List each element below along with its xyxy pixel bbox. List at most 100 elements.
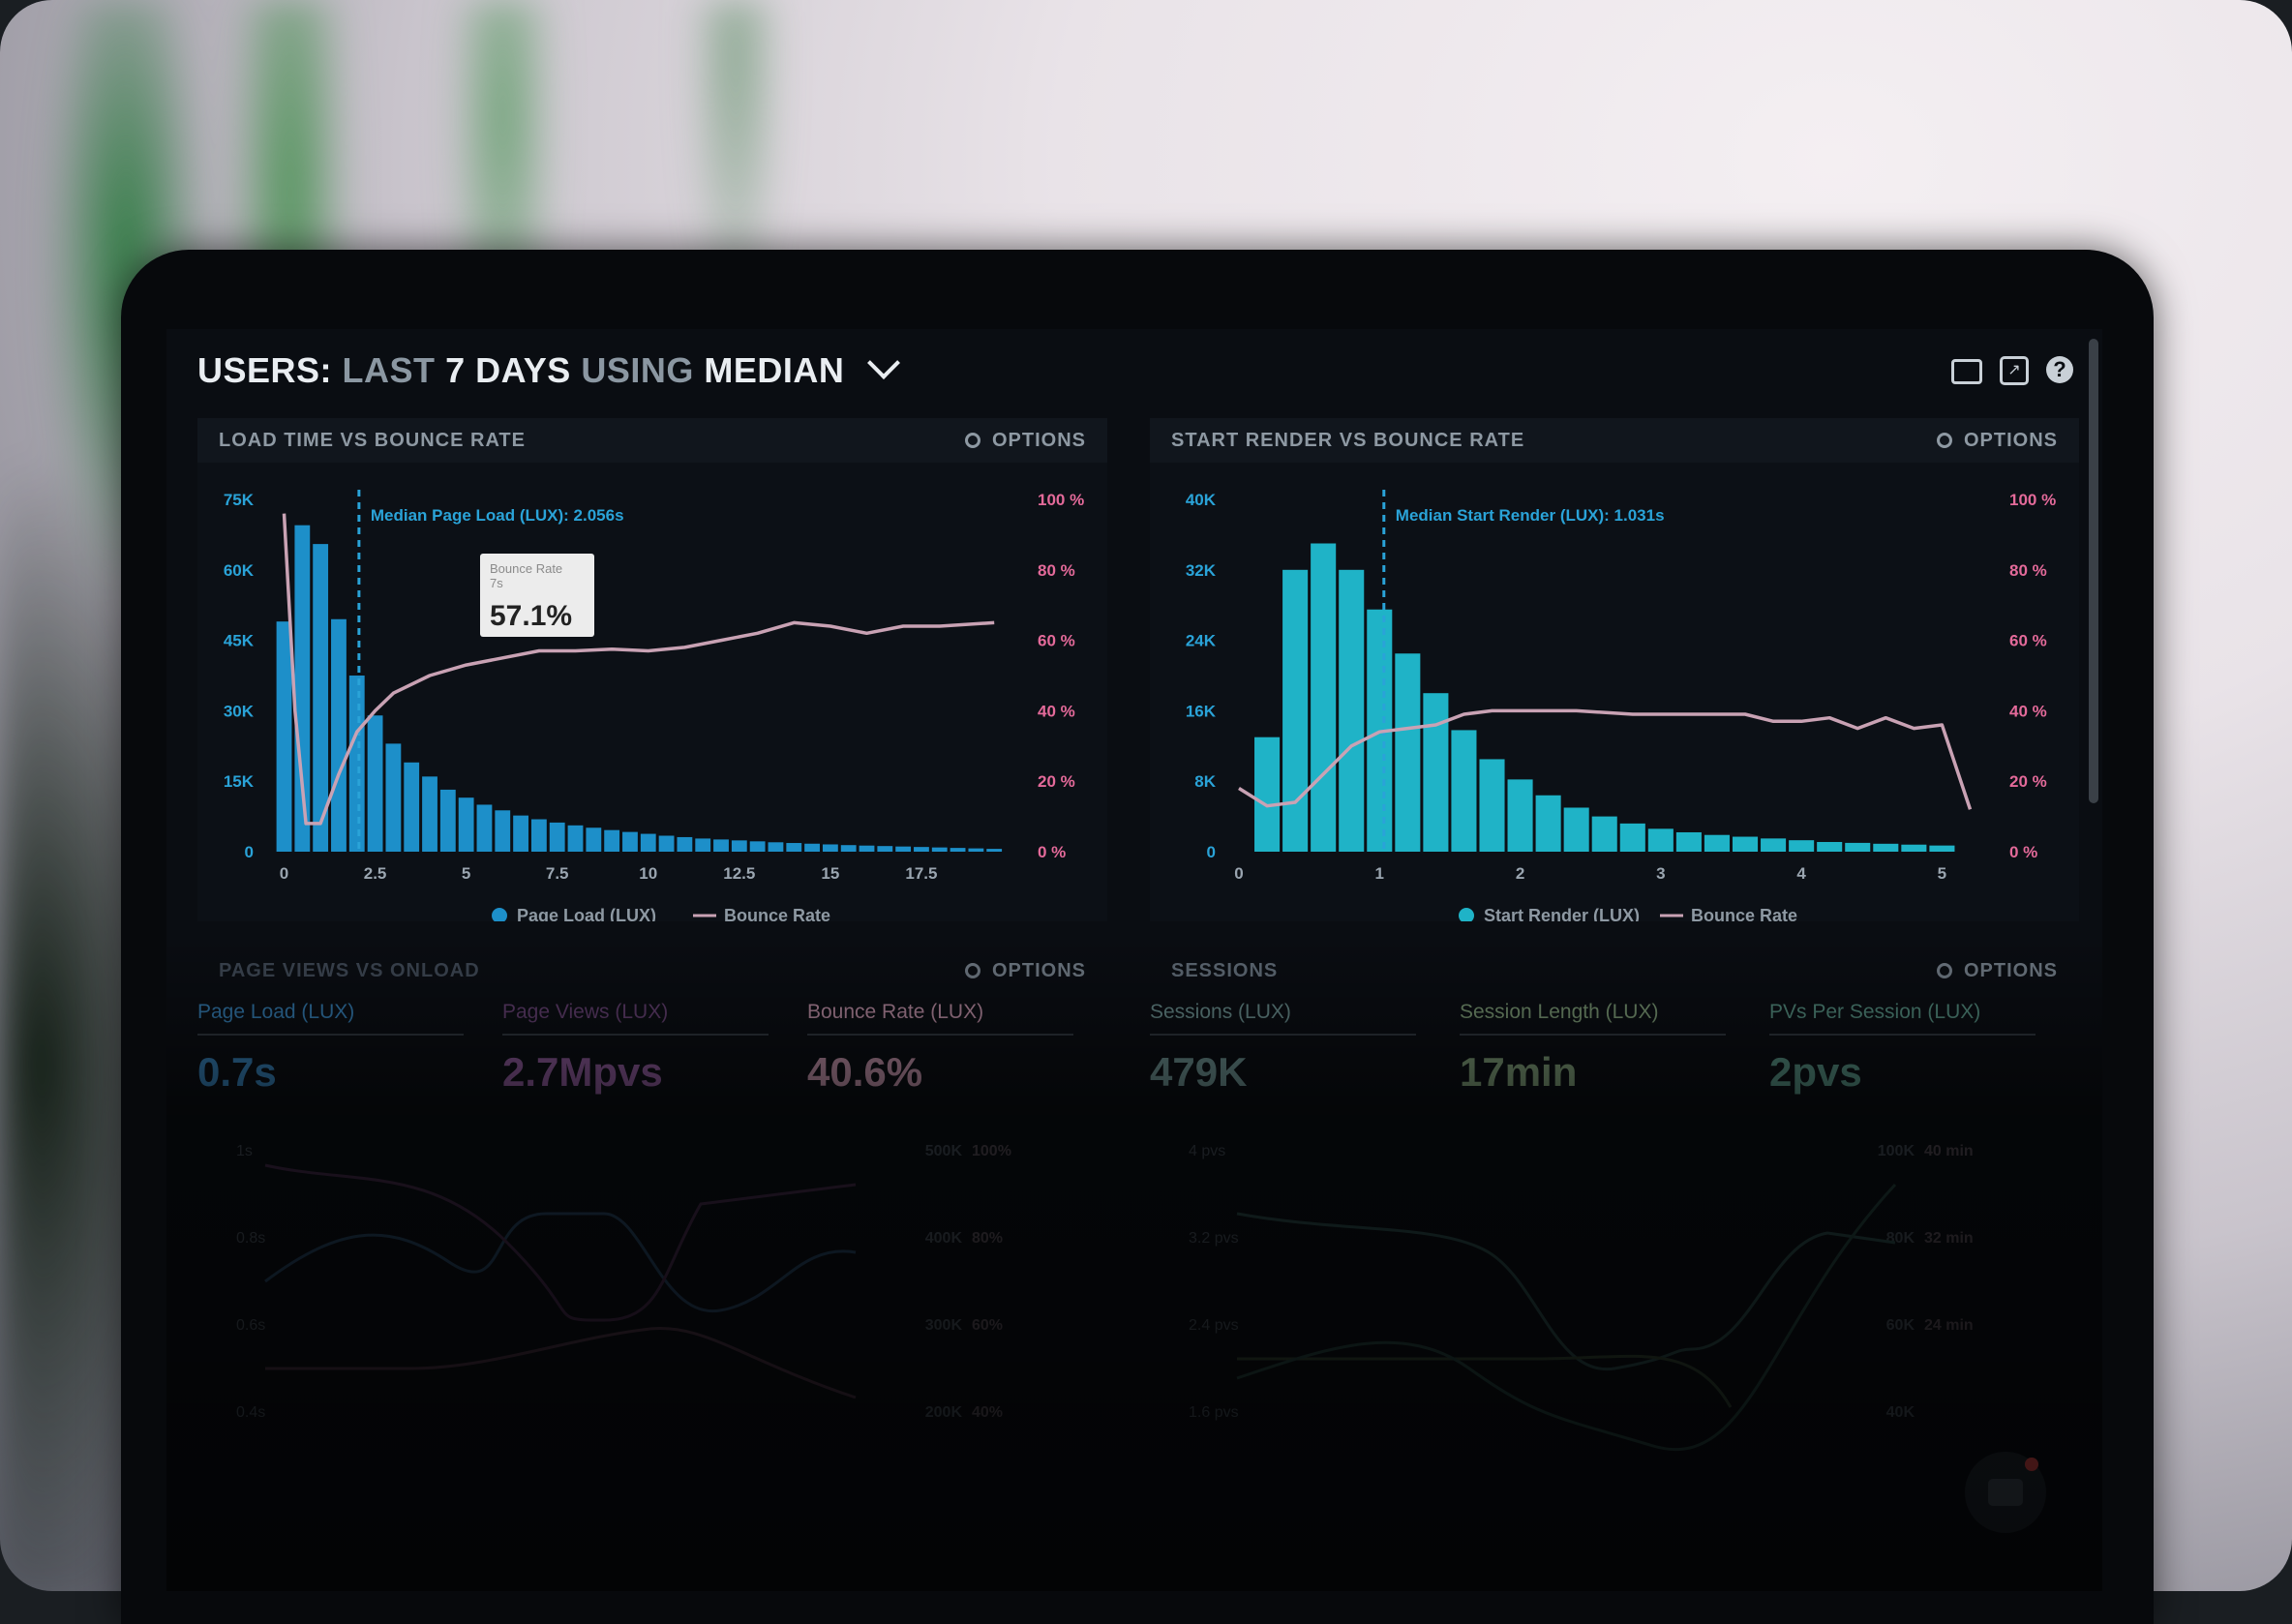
- histogram-bar: [1254, 737, 1281, 852]
- y-right-tick-label: 40 %: [2009, 702, 2047, 720]
- histogram-bar: [1423, 693, 1449, 852]
- histogram-bar: [640, 833, 656, 852]
- metric-bounce-rate: Bounce Rate (LUX) 40.6%: [807, 1001, 1073, 1096]
- options-label: OPTIONS: [1963, 429, 2058, 451]
- x-tick-label: 0: [1234, 864, 1243, 883]
- histogram-bar: [476, 804, 493, 852]
- y-left-tick-label: 1.6 pvs: [1189, 1404, 1239, 1421]
- y-right-tick-label: 24 min: [1924, 1317, 1974, 1334]
- histogram-bar: [1507, 779, 1533, 852]
- histogram-bar: [1873, 843, 1899, 852]
- median-label: Median Page Load (LUX): 2.056s: [371, 506, 624, 525]
- y-left-tick-label: 3.2 pvs: [1189, 1230, 1239, 1247]
- histogram-bar: [786, 843, 802, 852]
- y-mid-tick-label: 400K: [925, 1230, 963, 1247]
- notification-dot: [2025, 1458, 2038, 1471]
- histogram-bar: [1563, 807, 1589, 852]
- metric-label: Bounce Rate (LUX): [807, 1001, 1073, 1036]
- chat-button[interactable]: [1965, 1452, 2046, 1533]
- y-right-tick-label: 20 %: [1038, 772, 1075, 791]
- histogram-bar: [1479, 759, 1505, 852]
- histogram-bar: [1732, 836, 1759, 852]
- options-label: OPTIONS: [991, 959, 1086, 981]
- metric-session-length: Session Length (LUX) 17min: [1460, 1001, 1726, 1096]
- y-right-tick-label: 80 %: [1038, 561, 1075, 580]
- metric-value: 17min: [1460, 1049, 1578, 1095]
- help-icon[interactable]: ?: [2046, 356, 2073, 383]
- metric-value: 40.6%: [807, 1049, 923, 1095]
- histogram-bar: [950, 848, 966, 852]
- options-button[interactable]: OPTIONS: [964, 430, 1086, 452]
- histogram-bar: [840, 845, 857, 852]
- scrollbar[interactable]: [2089, 339, 2098, 803]
- histogram-bar: [276, 621, 292, 852]
- monitor-icon[interactable]: [1951, 359, 1982, 384]
- histogram-bar: [367, 715, 383, 852]
- legend-bar-label: Start Render (LUX): [1484, 906, 1640, 921]
- panel-title: PAGE VIEWS VS ONLOAD: [219, 959, 480, 981]
- histogram-bar: [422, 776, 437, 852]
- y-left-tick-label: 30K: [224, 702, 255, 720]
- y-left-tick-label: 0: [1207, 843, 1216, 861]
- panel-start-render: START RENDER VS BOUNCE RATE OPTIONS 0 8K 1…: [1150, 418, 2079, 921]
- histogram-bar: [1647, 828, 1674, 852]
- legend-bar-label: Page Load (LUX): [517, 906, 656, 921]
- y-left-tick-label: 40K: [1186, 491, 1217, 509]
- tooltip: Bounce Rate 7s 57.1%: [480, 554, 594, 637]
- histogram-bar: [458, 797, 474, 852]
- y-mid-tick-label: 40K: [1886, 1404, 1915, 1421]
- options-button[interactable]: OPTIONS: [1936, 429, 2058, 452]
- y-mid-tick-label: 300K: [925, 1317, 963, 1334]
- y-right-tick-label: 0 %: [2009, 843, 2037, 861]
- y-mid-tick-label: 100K: [1878, 1143, 1915, 1159]
- metric-value: 2pvs: [1769, 1049, 1862, 1095]
- histogram-bar: [822, 844, 838, 852]
- y-left-tick-label: 0.8s: [236, 1230, 265, 1247]
- metric-pvs-per-session: PVs Per Session (LUX) 2pvs: [1769, 1001, 2036, 1096]
- histogram-bar: [986, 849, 1003, 852]
- legend-bar-swatch: [1459, 908, 1474, 921]
- metric-page-load: Page Load (LUX) 0.7s: [197, 1001, 464, 1096]
- panel-header: SESSIONS OPTIONS: [1150, 948, 2079, 993]
- panel-title: START RENDER VS BOUNCE RATE: [1171, 429, 1525, 451]
- histogram-bar: [1339, 569, 1365, 852]
- x-tick-label: 1: [1375, 864, 1384, 883]
- chevron-down-icon[interactable]: [866, 346, 900, 379]
- histogram-bar: [348, 676, 365, 852]
- legend-bar-swatch: [492, 908, 507, 921]
- histogram-bar: [549, 822, 565, 852]
- tooltip-label: Bounce Rate: [490, 561, 563, 576]
- edit-icon[interactable]: ↗: [2000, 356, 2029, 385]
- page-views-chart: 1s 0.8s 0.6s 0.4s 500K 400K 300K 200K 100% 80% 60%…: [236, 1143, 1011, 1421]
- histogram-bar: [1395, 653, 1421, 852]
- metrics-row: Page Load (LUX) 0.7s Page Views (LUX) 2.…: [197, 1001, 1107, 1117]
- x-tick-label: 10: [639, 864, 657, 883]
- histogram-bar: [658, 835, 675, 852]
- options-button[interactable]: OPTIONS: [964, 959, 1086, 982]
- panel-header: LOAD TIME VS BOUNCE RATE OPTIONS: [197, 418, 1107, 463]
- histogram-bar: [1901, 844, 1927, 852]
- title-using: USING: [581, 350, 694, 390]
- y-left-tick-label: 1s: [236, 1143, 253, 1159]
- dashboard-title[interactable]: USERS: LAST 7 DAYS USING MEDIAN: [197, 346, 900, 391]
- y-right-tick-label: 32 min: [1924, 1230, 1974, 1247]
- bounce-rate-line: [265, 1326, 857, 1399]
- x-tick-label: 3: [1656, 864, 1665, 883]
- metric-page-views: Page Views (LUX) 2.7Mpvs: [502, 1001, 769, 1096]
- histogram-bar: [749, 841, 766, 852]
- panel-title: LOAD TIME VS BOUNCE RATE: [219, 429, 526, 451]
- y-left-tick-label: 24K: [1186, 632, 1217, 650]
- options-button[interactable]: OPTIONS: [1936, 960, 2058, 982]
- histogram-bar: [731, 840, 747, 852]
- histogram-bar: [404, 762, 420, 852]
- panel-title: SESSIONS: [1171, 959, 1279, 981]
- metric-value: 0.7s: [197, 1049, 277, 1095]
- title-range: LAST: [342, 350, 436, 390]
- histogram-bar: [1282, 569, 1309, 852]
- histogram-bar: [859, 845, 875, 852]
- panel-sessions: SESSIONS OPTIONS Sessions (LUX) 479K Ses…: [1150, 948, 2079, 1591]
- histogram-bar: [513, 815, 528, 852]
- x-tick-label: 12.5: [723, 864, 755, 883]
- x-tick-label: 17.5: [905, 864, 937, 883]
- panel-page-views: PAGE VIEWS VS ONLOAD OPTIONS Page Load (…: [197, 948, 1107, 1591]
